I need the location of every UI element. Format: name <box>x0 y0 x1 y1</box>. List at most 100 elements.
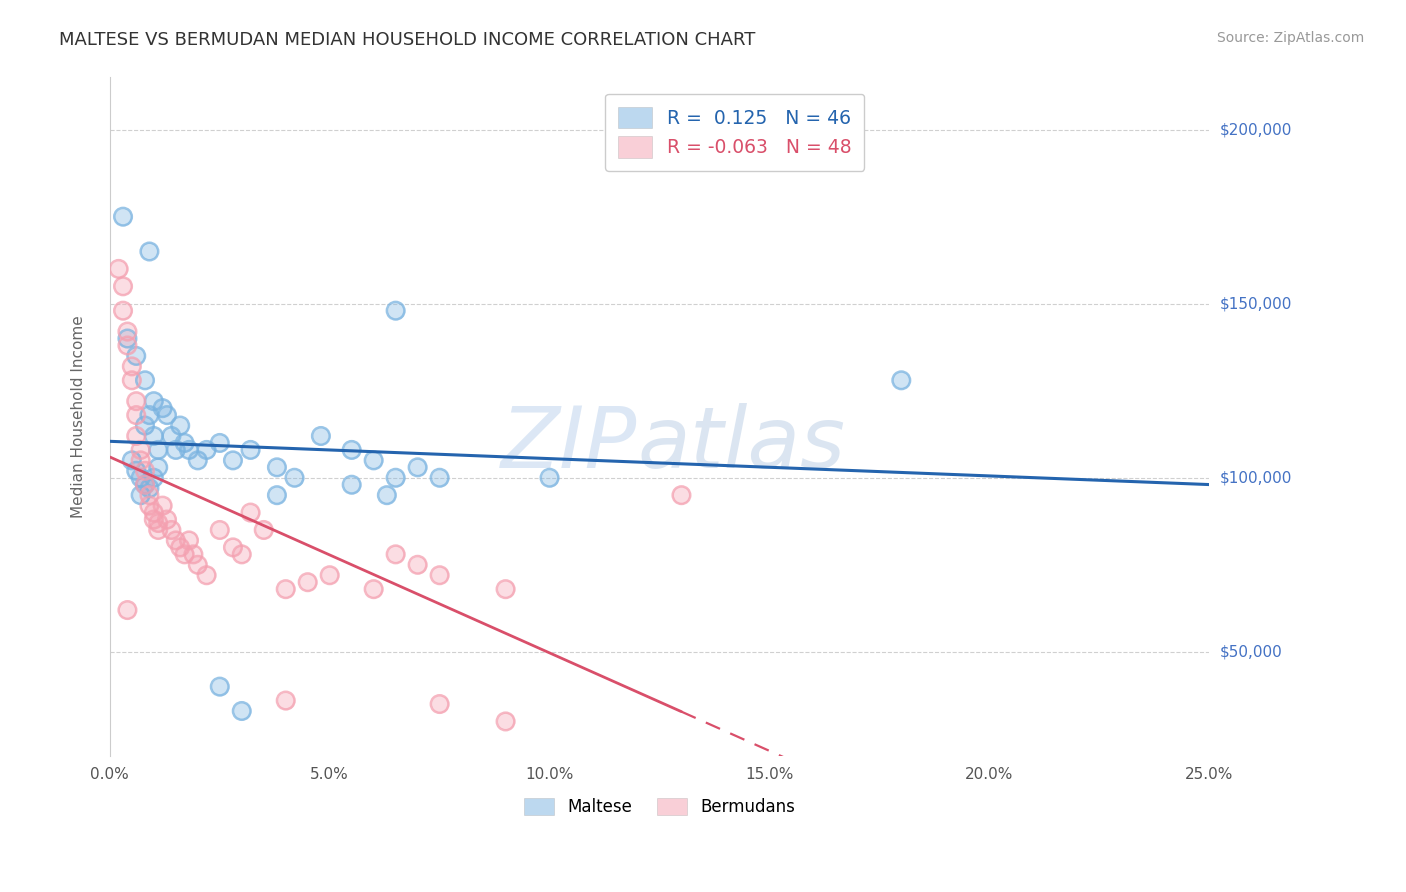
Point <box>138 488 160 502</box>
Text: $150,000: $150,000 <box>1220 296 1292 311</box>
Point <box>121 373 143 387</box>
Point <box>117 338 139 352</box>
Point <box>406 460 429 475</box>
Point <box>195 568 218 582</box>
Point <box>142 429 165 443</box>
Point <box>125 464 148 478</box>
Point <box>309 429 332 443</box>
Point <box>125 429 148 443</box>
Point <box>112 279 135 293</box>
Point <box>112 303 135 318</box>
Point <box>165 533 187 548</box>
Point <box>148 442 170 457</box>
Point <box>208 436 231 450</box>
Point <box>112 303 135 318</box>
Point <box>177 533 200 548</box>
Point <box>274 693 297 707</box>
Point <box>266 488 288 502</box>
Point <box>152 401 174 416</box>
Point <box>138 481 160 495</box>
Point <box>148 516 170 530</box>
Point <box>340 477 363 491</box>
Point <box>406 558 429 572</box>
Point <box>107 261 129 276</box>
Point <box>266 460 288 475</box>
Point <box>384 471 406 485</box>
Point <box>125 408 148 422</box>
Point <box>340 442 363 457</box>
Point <box>117 338 139 352</box>
Point <box>187 558 209 572</box>
Point <box>222 453 245 467</box>
Point <box>429 697 451 711</box>
Point <box>134 477 156 491</box>
Point <box>142 429 165 443</box>
Point <box>208 523 231 537</box>
Point <box>117 603 139 617</box>
Point <box>129 488 152 502</box>
Point <box>384 547 406 561</box>
Point <box>160 523 183 537</box>
Point <box>134 418 156 433</box>
Point <box>384 471 406 485</box>
Point <box>239 442 262 457</box>
Point <box>169 418 191 433</box>
Point <box>121 359 143 374</box>
Point <box>165 442 187 457</box>
Point <box>231 547 253 561</box>
Point <box>231 704 253 718</box>
Point <box>173 436 195 450</box>
Point <box>429 471 451 485</box>
Point <box>671 488 693 502</box>
Point <box>129 453 152 467</box>
Point <box>375 488 398 502</box>
Point <box>165 442 187 457</box>
Point <box>195 442 218 457</box>
Point <box>142 506 165 520</box>
Point <box>138 408 160 422</box>
Point <box>134 477 156 491</box>
Point <box>156 408 179 422</box>
Point <box>129 488 152 502</box>
Point <box>297 575 319 590</box>
Text: $100,000: $100,000 <box>1220 470 1292 485</box>
Point <box>129 442 152 457</box>
Point <box>671 488 693 502</box>
Point <box>384 303 406 318</box>
Point <box>121 373 143 387</box>
Point <box>429 697 451 711</box>
Point <box>142 471 165 485</box>
Point <box>169 541 191 555</box>
Point <box>142 512 165 526</box>
Point <box>129 442 152 457</box>
Point <box>538 471 561 485</box>
Y-axis label: Median Household Income: Median Household Income <box>72 316 86 518</box>
Point <box>169 418 191 433</box>
Point <box>406 460 429 475</box>
Point <box>429 568 451 582</box>
Point <box>187 453 209 467</box>
Point <box>125 408 148 422</box>
Text: $200,000: $200,000 <box>1220 122 1292 137</box>
Point <box>239 506 262 520</box>
Point <box>125 429 148 443</box>
Text: atlas: atlas <box>637 402 845 485</box>
Point <box>125 349 148 363</box>
Point <box>129 471 152 485</box>
Point <box>138 408 160 422</box>
Point <box>156 408 179 422</box>
Point <box>138 499 160 513</box>
Point <box>363 582 385 597</box>
Point <box>134 373 156 387</box>
Point <box>138 244 160 259</box>
Point <box>239 442 262 457</box>
Point <box>112 279 135 293</box>
Point <box>134 477 156 491</box>
Point <box>495 714 517 729</box>
Point <box>283 471 305 485</box>
Text: MALTESE VS BERMUDAN MEDIAN HOUSEHOLD INCOME CORRELATION CHART: MALTESE VS BERMUDAN MEDIAN HOUSEHOLD INC… <box>59 31 755 49</box>
Point <box>177 533 200 548</box>
Point <box>142 512 165 526</box>
Text: Source: ZipAtlas.com: Source: ZipAtlas.com <box>1216 31 1364 45</box>
Point <box>222 541 245 555</box>
